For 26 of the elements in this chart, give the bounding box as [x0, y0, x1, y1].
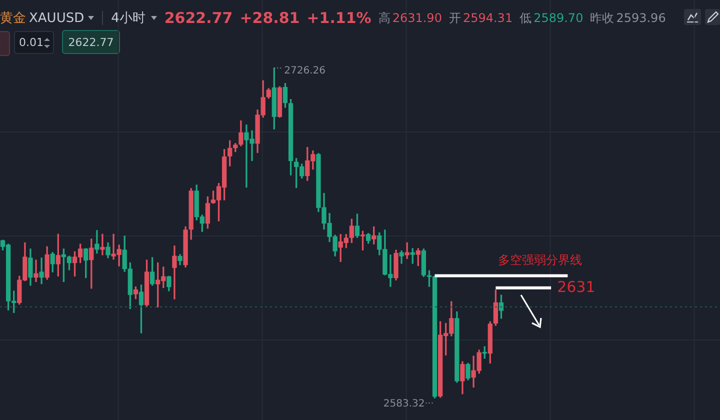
- candlestick: [34, 260, 38, 282]
- candlestick: [404, 242, 410, 259]
- annotation: 4小时: [111, 10, 146, 27]
- text: 昨收: [590, 10, 614, 26]
- text: 低: [520, 10, 532, 26]
- annotation: 2622.77: [164, 9, 233, 27]
- ref-line-label: 多空强弱分界线: [498, 252, 582, 267]
- text: XAUUSD: [29, 10, 84, 26]
- annotation: 2726.26: [284, 66, 326, 77]
- annotation: 2583.32: [383, 398, 425, 410]
- text: 2589.70: [534, 11, 584, 25]
- annotation: 2622.77: [68, 36, 114, 48]
- candlestick: [172, 246, 177, 300]
- annotation: 2594.31: [462, 11, 513, 25]
- text: 2593.96: [616, 11, 666, 25]
- annotation: 开: [448, 10, 461, 26]
- candlestick: [39, 258, 44, 284]
- candlestick: [100, 234, 105, 256]
- annotation: 0.01: [19, 36, 44, 49]
- annotation: +1.11%: [306, 9, 372, 27]
- annotation: 2631.90: [392, 11, 442, 25]
- ref-line-label: 2631: [557, 278, 596, 296]
- candlestick: [94, 230, 100, 254]
- text: 黄金: [0, 10, 26, 27]
- annotation: 高: [378, 10, 390, 26]
- annotation: +28.81: [240, 9, 300, 27]
